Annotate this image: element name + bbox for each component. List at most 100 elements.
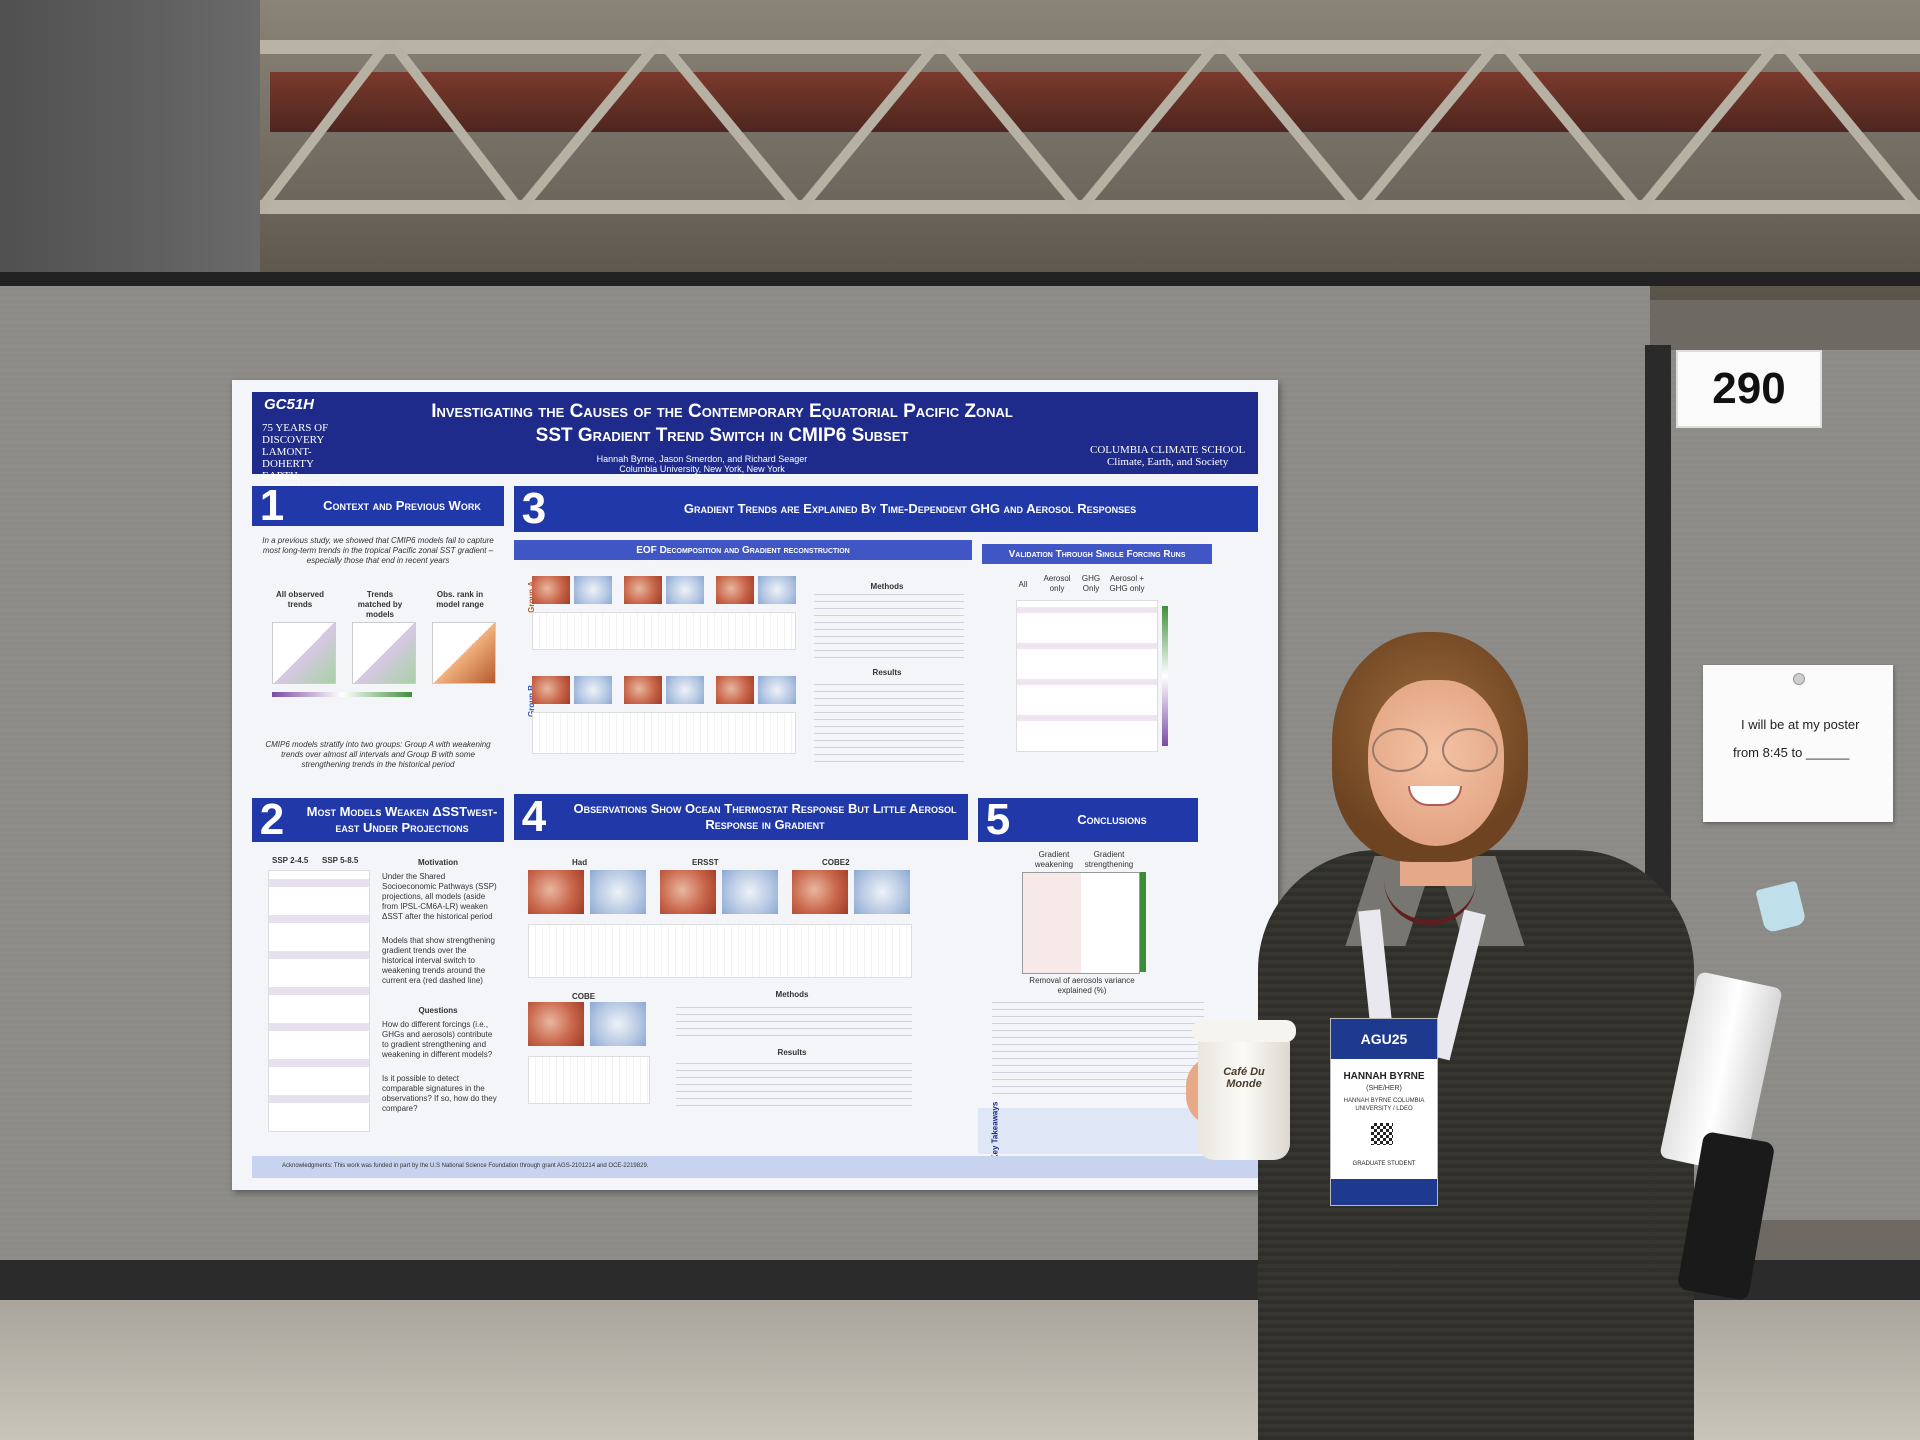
note-line-1: I will be at my poster [1741,717,1860,732]
obs-timeseries [528,924,912,978]
eof-subhead: EOF Decomposition and Gradient reconstru… [514,540,972,560]
ceiling-duct [270,72,1920,132]
eof-map [574,676,612,704]
question-2: Is it possible to detect comparable sign… [382,1074,497,1113]
s1-trend-matrix-1 [272,622,336,684]
val-col-1: All [1018,580,1028,589]
acknowledgments-text: Acknowledgments: This work was funded in… [282,1163,649,1169]
title-line-2: SST Gradient Trend Switch in CMIP6 Subse… [535,425,909,446]
section-1-intro: In a previous study, we showed that CMIP… [262,536,494,565]
s1-col2: Trends matched by models [357,590,403,619]
eof-map [758,576,796,604]
research-poster: GC51H 75 YEARS OF DISCOVERY LAMONT-DOHERT… [232,380,1278,1190]
eof-map [574,576,612,604]
section-2-header: 2 Most Models Weaken ΔSSTwest-east Under… [252,795,504,844]
coffee-cup: Café Du Monde [1198,1028,1290,1160]
truss-diagonals [260,40,1920,214]
eof-map [666,576,704,604]
question-1: How do different forcings (i.e., GHGs an… [382,1020,493,1059]
eof-map [624,676,662,704]
key-takeaways-label: Key Takeaways [990,1101,1000,1161]
obs-map [590,1002,646,1046]
name-badge: AGU25 HANNAH BYRNE (SHE/HER) HANNAH BYRN… [1330,1018,1438,1206]
eof-map [624,576,662,604]
badge-event: AGU25 [1331,1019,1437,1059]
obs-map [792,870,848,914]
s1-trend-matrix-3 [432,622,496,684]
eof-map [666,676,704,704]
s3-methods-text [814,594,964,664]
section-number: 1 [259,481,285,530]
s5-label-weakening: Gradient weakening [1034,850,1074,869]
val-col-4: Aerosol + GHG only [1109,574,1145,593]
badge-footer [1331,1179,1437,1205]
obs-map [660,870,716,914]
obs-timeseries [528,1056,650,1104]
motivation-2: Models that show strengthening gradient … [382,936,495,985]
section-title: Conclusions [1077,812,1147,827]
necklace [1384,880,1476,925]
val-col-2: Aerosol only [1043,574,1071,593]
section-4-header: 4 Observations Show Ocean Thermostat Res… [514,792,968,841]
s5-conclusions-text [992,1000,1204,1100]
validation-subhead: Validation Through Single Forcing Runs [982,544,1212,564]
eof-timeseries [532,612,796,650]
s4-methods-text [676,1002,912,1042]
obs-map [590,870,646,914]
ceiling-truss [0,0,1920,300]
key-takeaways-box: Key Takeaways [978,1102,1206,1160]
pin-icon [1793,673,1805,685]
authors-block: Hannah Byrne, Jason Smerdon, and Richard… [502,454,902,474]
motivation-1: Under the Shared Socioeconomic Pathways … [382,872,497,921]
s3-results-heading: Results [872,668,902,677]
questions-heading: Questions [418,1006,458,1015]
poster-title: Investigating the Causes of the Contempo… [362,400,1082,448]
eof-timeseries [532,712,796,754]
eof-map [758,676,796,704]
ssp-label-2: SSP 5-8.5 [322,856,359,865]
session-code: GC51H [264,396,315,413]
section-title: Most Models Weaken ΔSSTwest-east Under P… [306,804,498,835]
section-title: Observations Show Ocean Thermostat Respo… [573,801,957,832]
section-number: 4 [521,792,547,841]
obs-map [722,870,778,914]
s1-trend-matrix-2 [352,622,416,684]
eof-map [716,576,754,604]
s1-colorbar [272,692,412,697]
section-3-header: 3 Gradient Trends are Explained By Time-… [514,484,1258,533]
badge-pronoun: (SHE/HER) [1366,1085,1402,1092]
ldeo-logo: 75 YEARS OF DISCOVERY LAMONT-DOHERTY EARTH… [262,422,339,494]
eof-map [716,676,754,704]
columbia-climate-school-logo: COLUMBIA CLIMATE SCHOOL Climate, Earth, a… [1090,444,1246,468]
obs-map [528,870,584,914]
board-frame [0,272,1920,286]
poster-header: GC51H 75 YEARS OF DISCOVERY LAMONT-DOHERT… [252,392,1258,494]
dataset-label: ERSST [692,858,719,867]
badge-role: GRADUATE STUDENT [1352,1161,1416,1167]
title-line-1: Investigating the Causes of the Contempo… [431,401,1013,422]
qr-code-icon [1371,1123,1393,1145]
section-title: Context and Previous Work [323,498,481,513]
affiliation: Columbia University, New York, New York [619,464,785,474]
s1-col1: All observed trends [275,590,324,609]
dataset-label: COBE [572,992,596,1001]
obs-map [854,870,910,914]
cup-lid [1192,1020,1296,1042]
glasses-icon [1442,728,1498,772]
s5-label-strengthening: Gradient strengthening [1084,850,1134,869]
badge-org: HANNAH BYRNE COLUMBIA UNIVERSITY / LDEO [1343,1098,1425,1112]
s5-scatter-plot [1022,872,1140,974]
glasses-icon [1372,728,1428,772]
sticky-note: I will be at my poster from 8:45 to ____… [1703,665,1893,822]
dataset-label: COBE2 [822,858,850,867]
badge-name: HANNAH BYRNE [1343,1071,1425,1082]
validation-matrices [1016,600,1158,752]
section-number: 2 [259,795,285,844]
eof-map [532,676,570,704]
authors: Hannah Byrne, Jason Smerdon, and Richard… [596,454,808,464]
eof-map [532,576,570,604]
section-1-summary: CMIP6 models stratify into two groups: G… [265,740,491,769]
section-number: 3 [521,484,547,533]
section-1-header: 1 Context and Previous Work [252,481,504,530]
ssp-label-1: SSP 2-4.5 [272,856,309,865]
